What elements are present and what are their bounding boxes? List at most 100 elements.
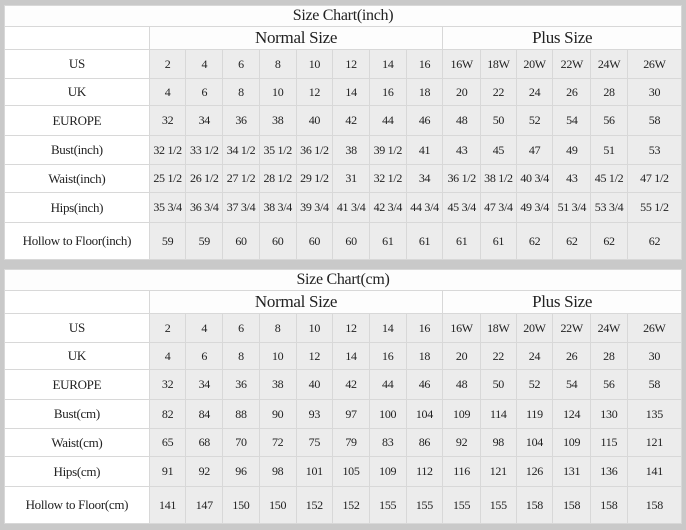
size-value-cell: 36 3/4 — [185, 192, 224, 223]
size-value-cell: 8 — [222, 78, 260, 106]
size-value-cell: 22 — [479, 342, 517, 370]
table-row: UK 4 6 8 10 12 14 16 18 20 22 24 26 28 30 — [4, 78, 683, 106]
row-label: Hips(inch) — [4, 192, 150, 223]
size-value-cell: 43 — [442, 135, 482, 165]
size-value-cell: 90 — [258, 399, 297, 429]
size-value-cell: 49 3/4 — [515, 192, 554, 223]
size-value-cell: 70 — [222, 428, 260, 457]
size-value-cell: 150 — [258, 486, 297, 524]
size-value-cell: 24 — [515, 78, 554, 106]
row-label: Hollow to Floor(cm) — [4, 486, 150, 524]
size-value-cell: 20 — [442, 342, 481, 370]
row-label: UK — [4, 78, 150, 106]
size-value-cell: 152 — [332, 486, 370, 524]
size-value-cell: 38 — [258, 369, 297, 400]
size-value-cell: 6 — [222, 313, 260, 343]
row-label: Hollow to Floor(inch) — [4, 222, 150, 260]
size-value-cell: 4 — [185, 49, 224, 79]
size-value-cell: 60 — [332, 222, 370, 260]
size-value-cell: 60 — [295, 222, 334, 260]
size-value-cell: 124 — [552, 399, 592, 429]
size-value-cell: 28 — [590, 342, 628, 370]
size-value-cell: 22 — [480, 78, 517, 106]
size-value-cell: 12 — [332, 49, 370, 79]
size-value-cell: 4 — [148, 342, 187, 370]
size-value-cell: 72 — [258, 428, 297, 457]
size-value-cell: 61 — [368, 222, 407, 260]
table-row: US 2 4 6 8 10 12 14 16 16W 18W 20W 22W 24W 26W — [4, 313, 683, 343]
size-value-cell: 36 1/2 — [295, 135, 334, 165]
chart-title: Size Chart(inch) — [4, 5, 682, 27]
size-value-cell: 50 — [480, 105, 517, 136]
size-value-cell: 56 — [590, 369, 628, 400]
size-value-cell: 53 3/4 — [590, 192, 628, 223]
size-value-cell: 75 — [295, 428, 334, 457]
plus-size-header: Plus Size — [442, 290, 682, 314]
size-value-cell: 42 3/4 — [368, 192, 407, 223]
size-value-cell: 49 — [552, 135, 592, 165]
size-value-cell: 112 — [405, 456, 444, 487]
table-row: UK 4 6 8 10 12 14 16 18 20 22 24 26 28 30 — [4, 342, 683, 370]
size-value-cell: 28 1/2 — [258, 164, 297, 193]
size-value-cell: 2 — [148, 49, 187, 79]
chart-title: Size Chart(cm) — [4, 269, 682, 291]
size-value-cell: 16W — [442, 313, 481, 343]
size-value-cell: 131 — [552, 456, 592, 487]
size-value-cell: 45 3/4 — [442, 192, 482, 223]
row-label: Waist(inch) — [4, 164, 150, 193]
size-value-cell: 26 — [552, 78, 592, 106]
table-row: Hollow to Floor(cm) 141 147 150 150 152 152 155… — [4, 486, 683, 524]
normal-size-header: Normal Size — [148, 290, 444, 314]
size-value-cell: 47 — [515, 135, 554, 165]
size-value-cell: 27 1/2 — [222, 164, 260, 193]
row-label: US — [4, 313, 150, 343]
size-value-cell: 14 — [368, 313, 407, 343]
size-value-cell: 155 — [479, 486, 517, 524]
size-value-cell: 24 — [515, 342, 554, 370]
table-row: EUROPE 32 34 36 38 40 42 44 46 48 50 52 54 56 58 — [4, 105, 683, 136]
size-value-cell: 61 — [442, 222, 482, 260]
size-value-cell: 32 1/2 — [368, 164, 407, 193]
table-row: Waist(inch) 25 1/2 26 1/2 27 1/2 28 1/2 29 1/… — [4, 164, 683, 193]
size-table: Size Chart(cm) Normal Size Plus Size US 2 4 6 8… — [4, 269, 683, 524]
size-value-cell: 38 — [258, 105, 297, 136]
size-value-cell: 26W — [626, 49, 683, 79]
size-value-cell: 45 1/2 — [590, 164, 628, 193]
size-value-cell: 32 1/2 — [148, 135, 187, 165]
corner-cell — [4, 290, 150, 314]
size-value-cell: 59 — [148, 222, 187, 260]
size-value-cell: 16 — [405, 49, 444, 79]
size-value-cell: 20W — [515, 49, 554, 79]
size-value-cell: 158 — [515, 486, 554, 524]
size-value-cell: 88 — [222, 399, 260, 429]
table-row: Waist(cm) 65 68 70 72 75 79 83 86 92 98 104 109 115 12… — [4, 428, 683, 457]
size-value-cell: 31 — [332, 164, 370, 193]
size-value-cell: 12 — [295, 78, 334, 106]
size-value-cell: 62 — [590, 222, 628, 260]
size-value-cell: 68 — [185, 428, 224, 457]
size-value-cell: 18 — [405, 78, 444, 106]
table-row: US 2 4 6 8 10 12 14 16 16W 18W 20W 22W 24W 26W — [4, 49, 683, 79]
size-value-cell: 62 — [552, 222, 592, 260]
size-value-cell: 26W — [626, 313, 683, 343]
size-value-cell: 121 — [479, 456, 517, 487]
size-value-cell: 86 — [405, 428, 444, 457]
size-value-cell: 37 3/4 — [222, 192, 260, 223]
size-value-cell: 18 — [405, 342, 444, 370]
size-chart-inch: Size Chart(inch) Normal Size Plus Size US 2 4… — [4, 5, 683, 260]
row-label: UK — [4, 342, 150, 370]
size-chart-cm: Size Chart(cm) Normal Size Plus Size US 2 4 6 8… — [4, 269, 683, 524]
size-value-cell: 109 — [552, 428, 592, 457]
size-value-cell: 8 — [258, 313, 297, 343]
row-label: EUROPE — [4, 105, 150, 136]
size-value-cell: 40 — [295, 105, 334, 136]
size-value-cell: 6 — [185, 342, 224, 370]
size-value-cell: 10 — [295, 313, 334, 343]
size-value-cell: 53 — [626, 135, 683, 165]
size-value-cell: 105 — [332, 456, 370, 487]
size-value-cell: 8 — [222, 342, 260, 370]
size-value-cell: 51 — [590, 135, 628, 165]
size-value-cell: 4 — [185, 313, 224, 343]
size-value-cell: 28 — [590, 78, 628, 106]
size-value-cell: 43 — [552, 164, 592, 193]
